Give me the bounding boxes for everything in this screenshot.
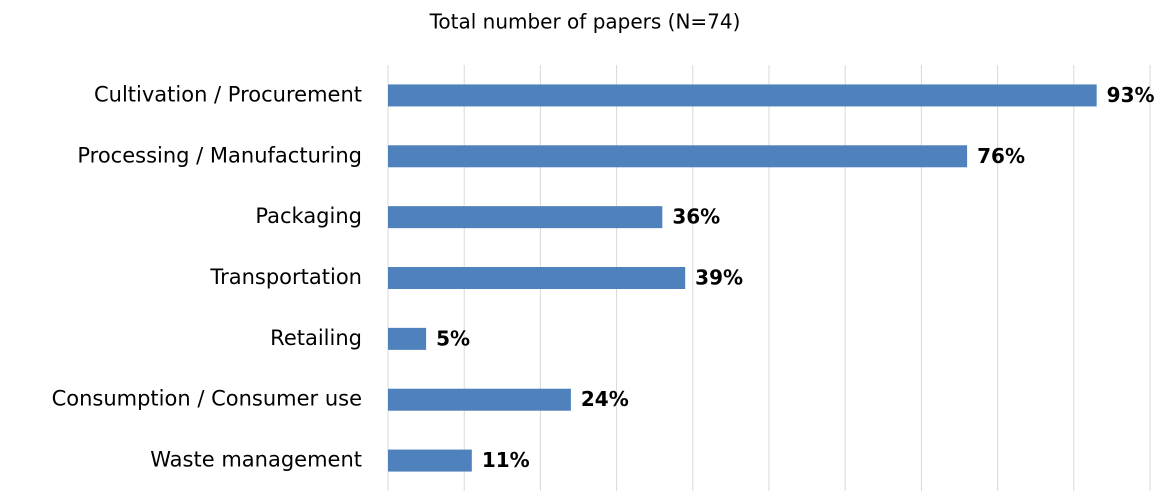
chart-title: Total number of papers (N=74)	[429, 10, 741, 34]
value-label: 76%	[977, 144, 1025, 168]
bar	[388, 145, 968, 168]
value-label: 36%	[672, 205, 720, 229]
y-tick-label: Retailing	[270, 326, 362, 350]
bar	[388, 84, 1097, 107]
y-tick-label: Processing / Manufacturing	[77, 143, 362, 167]
value-label: 39%	[695, 266, 743, 290]
y-tick-label: Transportation	[209, 265, 362, 289]
bar	[388, 206, 663, 229]
bar	[388, 327, 427, 350]
y-tick-label: Waste management	[150, 448, 362, 472]
bar	[388, 267, 686, 289]
value-label: 24%	[581, 387, 629, 411]
value-label: 11%	[482, 448, 530, 472]
y-tick-label: Consumption / Consumer use	[52, 387, 362, 411]
value-label: 93%	[1107, 83, 1155, 107]
value-label: 5%	[436, 326, 470, 350]
y-tick-label: Packaging	[255, 204, 362, 228]
bar	[388, 449, 472, 472]
bar	[388, 388, 571, 411]
y-tick-label: Cultivation / Procurement	[94, 82, 362, 106]
